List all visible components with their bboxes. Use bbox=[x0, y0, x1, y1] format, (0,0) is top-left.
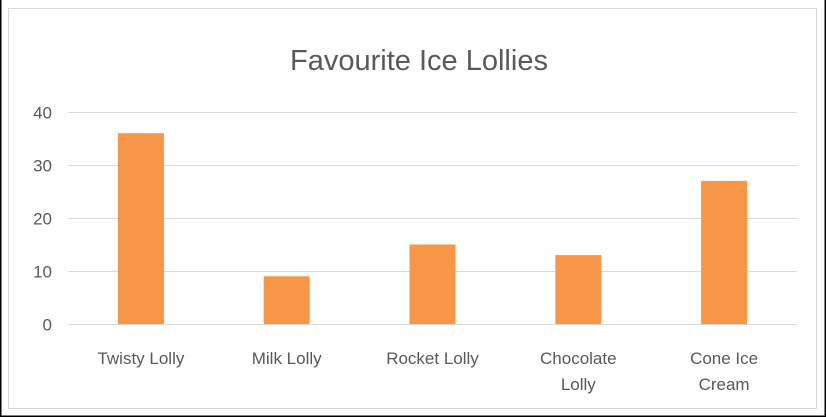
x-category-label: Twisty Lolly bbox=[97, 349, 184, 368]
x-category-label: Rocket Lolly bbox=[386, 349, 479, 368]
x-category-label-line: Lolly bbox=[561, 375, 596, 394]
bar-milk-lolly bbox=[263, 276, 310, 324]
y-tick-label: 0 bbox=[43, 316, 52, 335]
y-tick-label: 30 bbox=[33, 157, 52, 176]
y-axis-ticks: 0 10 20 30 40 bbox=[33, 104, 52, 335]
bar-rocket-lolly bbox=[409, 244, 456, 324]
x-category-label-line: Cream bbox=[699, 375, 750, 394]
x-category-label: Cone Ice Cream bbox=[690, 349, 758, 394]
y-tick-label: 10 bbox=[33, 263, 52, 282]
bar-chocolate-lolly bbox=[555, 255, 602, 324]
y-tick-label: 40 bbox=[33, 104, 52, 123]
x-category-label-line: Milk Lolly bbox=[252, 349, 322, 368]
x-category-label-line: Twisty Lolly bbox=[97, 349, 184, 368]
x-category-label-line: Rocket Lolly bbox=[386, 349, 479, 368]
bar-twisty-lolly bbox=[117, 133, 164, 324]
x-category-label: Milk Lolly bbox=[252, 349, 322, 368]
x-category-label-line: Cone Ice bbox=[690, 349, 758, 368]
x-axis-labels: Twisty Lolly Milk Lolly Rocket Lolly Chocol… bbox=[97, 349, 758, 394]
x-category-label: Chocolate Lolly bbox=[540, 349, 617, 394]
bars bbox=[117, 133, 748, 324]
gridlines bbox=[68, 112, 797, 325]
chart-title: Favourite Ice Lollies bbox=[290, 45, 548, 77]
x-category-label-line: Chocolate bbox=[540, 349, 617, 368]
y-tick-label: 20 bbox=[33, 210, 52, 229]
bar-cone-ice-cream bbox=[701, 180, 748, 324]
